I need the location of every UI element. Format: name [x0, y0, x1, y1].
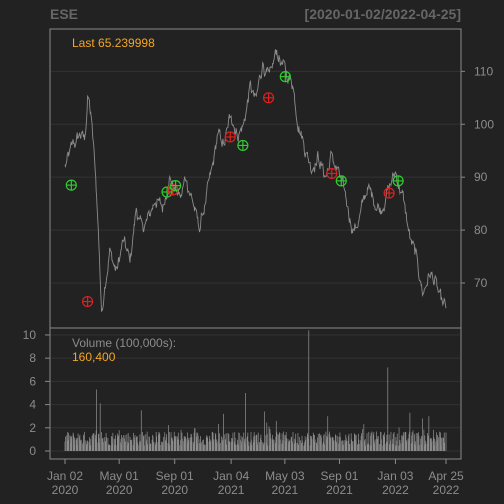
- x-tick-label-year: 2021: [271, 483, 298, 497]
- x-tick-label-year: 2021: [326, 483, 353, 497]
- volume-y-tick-label: 4: [29, 398, 36, 412]
- signal-marker-red: [326, 167, 338, 180]
- signal-marker-green: [169, 180, 182, 192]
- signal-marker-red: [224, 131, 236, 143]
- volume-panel-border: [49, 327, 462, 460]
- x-tick-label-date: Jan 04: [213, 469, 249, 483]
- x-tick-label-date: Apr 25: [428, 469, 464, 483]
- volume-gridlines: [51, 334, 460, 452]
- x-tick-label-year: 2020: [52, 483, 79, 497]
- volume-y-tick-label: 0: [29, 444, 36, 458]
- volume-y-axis: 0 2 4 6 8 10: [23, 328, 50, 458]
- signal-marker-green: [161, 186, 173, 198]
- price-y-tick-label: 90: [474, 170, 488, 184]
- signal-marker-green: [237, 139, 249, 152]
- signal-markers: [65, 71, 404, 308]
- x-tick-label-date: Sep 01: [156, 469, 194, 483]
- price-series-line: [64, 49, 447, 312]
- date-range-title: [2020-01-02/2022-04-25]: [305, 6, 461, 22]
- signal-marker-green: [335, 175, 347, 187]
- volume-last-value: 160,400: [72, 350, 116, 364]
- signal-marker-red: [383, 187, 395, 199]
- last-price-label: Last 65.239998: [72, 36, 155, 50]
- ticker-title: ESE: [50, 6, 78, 22]
- volume-y-tick-label: 6: [29, 374, 36, 388]
- x-tick-label-date: Sep 01: [320, 469, 358, 483]
- price-gridlines: [51, 70, 460, 284]
- volume-bars: [64, 330, 447, 451]
- price-y-axis: 70 80 90 100 110: [461, 64, 494, 290]
- x-tick-label-date: Jan 02: [47, 469, 83, 483]
- signal-marker-green: [65, 179, 77, 191]
- x-tick-label-date: May 03: [265, 469, 305, 483]
- volume-y-tick-label: 8: [29, 351, 36, 365]
- price-y-tick-label: 80: [474, 223, 488, 237]
- volume-y-tick-label: 10: [23, 328, 37, 342]
- x-tick-label-year: 2020: [106, 483, 133, 497]
- x-tick-label-year: 2022: [382, 483, 409, 497]
- x-tick-label-year: 2020: [161, 483, 188, 497]
- x-tick-label-year: 2022: [433, 483, 460, 497]
- signal-marker-green: [279, 71, 291, 83]
- volume-panel: 0 2 4 6 8 10 Volume (100,000s): 160,400: [23, 327, 462, 460]
- x-tick-label-date: May 01: [99, 469, 139, 483]
- price-panel: 70 80 90 100 110 Last 65.239998: [49, 28, 494, 329]
- price-y-tick-label: 100: [474, 117, 494, 131]
- signal-marker-red: [81, 295, 94, 308]
- volume-y-tick-label: 2: [29, 421, 36, 435]
- x-tick-label-year: 2021: [218, 483, 245, 497]
- x-tick-label-date: Jan 03: [377, 469, 413, 483]
- price-y-tick-label: 110: [474, 64, 493, 78]
- signal-marker-red: [262, 92, 275, 104]
- signal-marker-green: [392, 175, 404, 187]
- volume-label: Volume (100,000s):: [72, 336, 176, 350]
- price-y-tick-label: 70: [474, 276, 488, 290]
